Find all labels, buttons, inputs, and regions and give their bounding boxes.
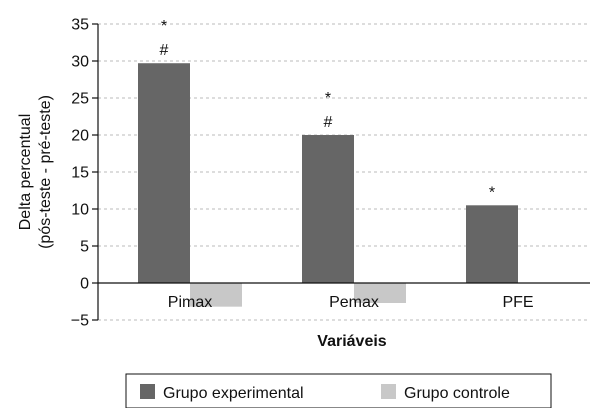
bar-pemax-grupo-controle <box>354 283 406 303</box>
category-label-pemax: Pemax <box>329 294 379 311</box>
category-label-pfe: PFE <box>502 294 533 311</box>
y-tick-label-7: 30 <box>71 54 89 71</box>
y-tick-label-4: 15 <box>71 165 89 182</box>
y-axis-label-line-2: (pós-teste - pré-teste) <box>37 95 54 249</box>
legend-label-grupo-controle: Grupo controle <box>404 385 510 402</box>
y-axis-label-line-1: Delta percentual <box>17 114 34 231</box>
annotation-pimax-asterisk: * <box>161 18 167 35</box>
y-tick-label-0: −5 <box>71 313 89 330</box>
bar-pimax-grupo-experimental <box>138 63 190 283</box>
category-label-pimax: Pimax <box>168 294 212 311</box>
y-tick-label-1: 0 <box>80 276 89 293</box>
annotation-pfe-asterisk: * <box>489 184 495 201</box>
y-ticks: −5 0 5 10 15 20 25 30 35 <box>71 17 98 330</box>
y-tick-label-5: 20 <box>71 128 89 145</box>
significance-annotations: * # * # * <box>160 18 496 201</box>
annotation-pimax-hash: # <box>160 42 169 59</box>
bar-pfe-grupo-experimental <box>466 205 518 283</box>
category-labels: Pimax Pemax PFE <box>168 294 534 311</box>
annotation-pemax-hash: # <box>324 114 333 131</box>
y-tick-label-6: 25 <box>71 91 89 108</box>
y-tick-label-3: 10 <box>71 202 89 219</box>
legend: Grupo experimental Grupo controle <box>125 373 552 408</box>
legend-box <box>125 373 552 408</box>
y-tick-label-2: 5 <box>80 239 89 256</box>
bar-pemax-grupo-experimental <box>302 135 354 283</box>
annotation-pemax-asterisk: * <box>325 90 331 107</box>
legend-swatch-grupo-controle <box>381 384 396 399</box>
bar-pimax-grupo-controle <box>190 283 242 307</box>
legend-swatch-grupo-experimental <box>140 384 155 399</box>
y-tick-label-8: 35 <box>71 17 89 34</box>
bars <box>138 63 518 307</box>
legend-label-grupo-experimental: Grupo experimental <box>163 385 304 402</box>
x-axis-label: Variáveis <box>317 333 387 350</box>
